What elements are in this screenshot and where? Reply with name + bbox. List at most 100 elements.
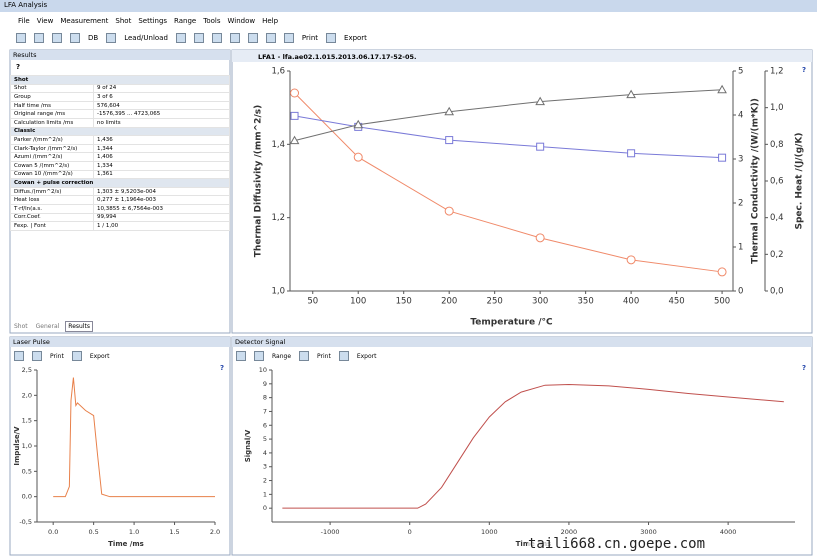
x-tick-label: 400 (623, 297, 639, 307)
menu-item[interactable]: Settings (138, 17, 168, 25)
menu-item[interactable]: Shot (115, 17, 132, 25)
data-point (535, 96, 546, 106)
x-tick-label: 2.0 (210, 528, 220, 536)
toolbar-icon[interactable] (338, 351, 349, 361)
x-tick-label: 1000 (481, 528, 498, 536)
result-value: 1,334 (93, 160, 230, 171)
menu-item[interactable]: Tools (203, 17, 221, 25)
result-label: Group (10, 92, 94, 102)
y2-tick-label: 2 (738, 199, 743, 209)
data-point (536, 142, 545, 151)
toolbar-icon[interactable] (175, 33, 186, 43)
toolbar-icon[interactable] (16, 33, 26, 43)
x-tick-label: 250 (487, 297, 503, 307)
result-row: Azumi /(mm^2/s) 1,406 (10, 152, 230, 162)
data-point (444, 206, 454, 216)
doc-tab-strip (232, 50, 812, 62)
help-icon[interactable]: ? (220, 364, 225, 372)
toolbar-button[interactable]: Range (272, 352, 292, 360)
panel-tab[interactable]: General (35, 323, 60, 330)
y-axis-title: Signal/V (244, 429, 252, 462)
toolbar-icon[interactable] (52, 33, 62, 43)
data-point (353, 119, 364, 129)
laser-toolbar: Print Export (14, 351, 117, 361)
y-tick-label: -0,5 (19, 518, 32, 526)
menu-item[interactable]: Window (227, 17, 256, 25)
toolbar-button[interactable]: Export (344, 34, 367, 42)
data-point (535, 233, 545, 243)
result-row: Parker /(mm^2/s) 1,436 (10, 135, 230, 145)
result-label: Original range /ms (10, 109, 94, 119)
y-tick-label: 1,5 (22, 417, 32, 425)
results-grid: Shot Shot 9 of 24 Group 3 of 6 Half time /ms 5… (10, 75, 230, 231)
toolbar-icon[interactable] (247, 33, 258, 43)
y3-tick-label: 1,0 (770, 103, 784, 113)
toolbar-icon[interactable] (193, 33, 204, 43)
toolbar-icon[interactable] (299, 351, 310, 361)
panel-tab[interactable]: Results (65, 321, 93, 332)
toolbar-button[interactable]: DB (88, 34, 99, 42)
toolbar-button[interactable]: Export (356, 352, 377, 360)
result-value: 1 / 1,00 (93, 221, 230, 231)
result-label: Cowan 10 /(mm^2/s) (10, 169, 94, 180)
y-axis-title: Thermal Diffusivity /(mm^2/s) (254, 105, 264, 257)
x-tick-label: 3000 (640, 528, 657, 536)
section-title[interactable]: Shot (10, 75, 230, 85)
toolbar-icon[interactable] (326, 33, 337, 43)
section-title[interactable]: Cowan + pulse correction (10, 178, 230, 188)
toolbar-icon[interactable] (254, 351, 264, 361)
toolbar-icon[interactable] (14, 351, 24, 361)
panel-tab[interactable]: Shot (14, 323, 28, 330)
y-tick-label: 1,2 (271, 213, 285, 223)
toolbar-icon[interactable] (211, 33, 222, 43)
toolbar-button[interactable]: Export (89, 352, 110, 360)
toolbar-button[interactable]: Print (50, 352, 64, 360)
help-icon[interactable]: ? (802, 364, 807, 372)
menu-item[interactable]: View (36, 17, 54, 25)
y2-tick-label: 1 (738, 243, 743, 253)
result-label: T·rf/ln(a.s. (10, 203, 94, 214)
toolbar-icon[interactable] (71, 351, 82, 361)
toolbar-icon[interactable] (236, 351, 246, 361)
toolbar-icon[interactable] (265, 33, 276, 43)
menu-item[interactable]: Measurement (60, 17, 109, 25)
y-tick-label: 1,4 (271, 140, 285, 150)
toolbar-icon[interactable] (70, 33, 80, 43)
section-title[interactable]: Classic (10, 126, 230, 137)
result-label: Parker /(mm^2/s) (10, 135, 94, 145)
section-row: Cowan + pulse correction (10, 178, 230, 188)
y-tick-label: 10 (259, 366, 267, 374)
data-point (445, 136, 454, 145)
menu-item[interactable]: File (18, 17, 30, 25)
y3-tick-label: 1,2 (770, 67, 784, 77)
result-value: 1,303 ± 9,5203e-004 (93, 186, 230, 197)
y-tick-label: 0,0 (22, 493, 32, 501)
x-tick-label: 200 (441, 297, 457, 307)
y2-axis-title: Thermal Conductivity /(W/(m*K)) (751, 98, 761, 264)
toolbar-icon[interactable] (34, 33, 44, 43)
y-tick-label: 1 (263, 490, 267, 498)
document-tab[interactable]: LFA1 - lfa.ae02.1.015.2013.06.17.17-52-0… (258, 53, 417, 61)
results-header (10, 50, 230, 60)
data-point (444, 106, 455, 116)
toolbar-icon[interactable] (229, 33, 240, 43)
result-label: Heat loss (10, 195, 94, 205)
toolbar-icon[interactable] (32, 351, 42, 361)
menu-item[interactable]: Help (262, 17, 279, 25)
data-point (718, 153, 727, 162)
toolbar-button[interactable]: Lead/Unload (124, 34, 168, 42)
result-row: Clark-Taylor /(mm^2/s) 1,344 (10, 143, 230, 154)
menu-item[interactable]: Range (174, 17, 197, 25)
toolbar-button[interactable]: Print (301, 34, 319, 42)
result-label: Fexp. | Font (10, 221, 94, 231)
toolbar-button[interactable]: Print (317, 352, 331, 360)
y-tick-label: 1,0 (271, 287, 285, 297)
help-icon[interactable]: ? (802, 66, 807, 74)
result-row: Calculation limits /ms no limits (10, 117, 230, 128)
help-icon[interactable]: ? (16, 63, 21, 71)
detector-panel (231, 336, 813, 556)
toolbar-icon[interactable] (283, 33, 294, 43)
result-row: Heat loss 0,277 ± 1,1964e-003 (10, 195, 230, 205)
toolbar-icon[interactable] (106, 33, 117, 43)
result-label: Corr.Coef. (10, 212, 94, 223)
